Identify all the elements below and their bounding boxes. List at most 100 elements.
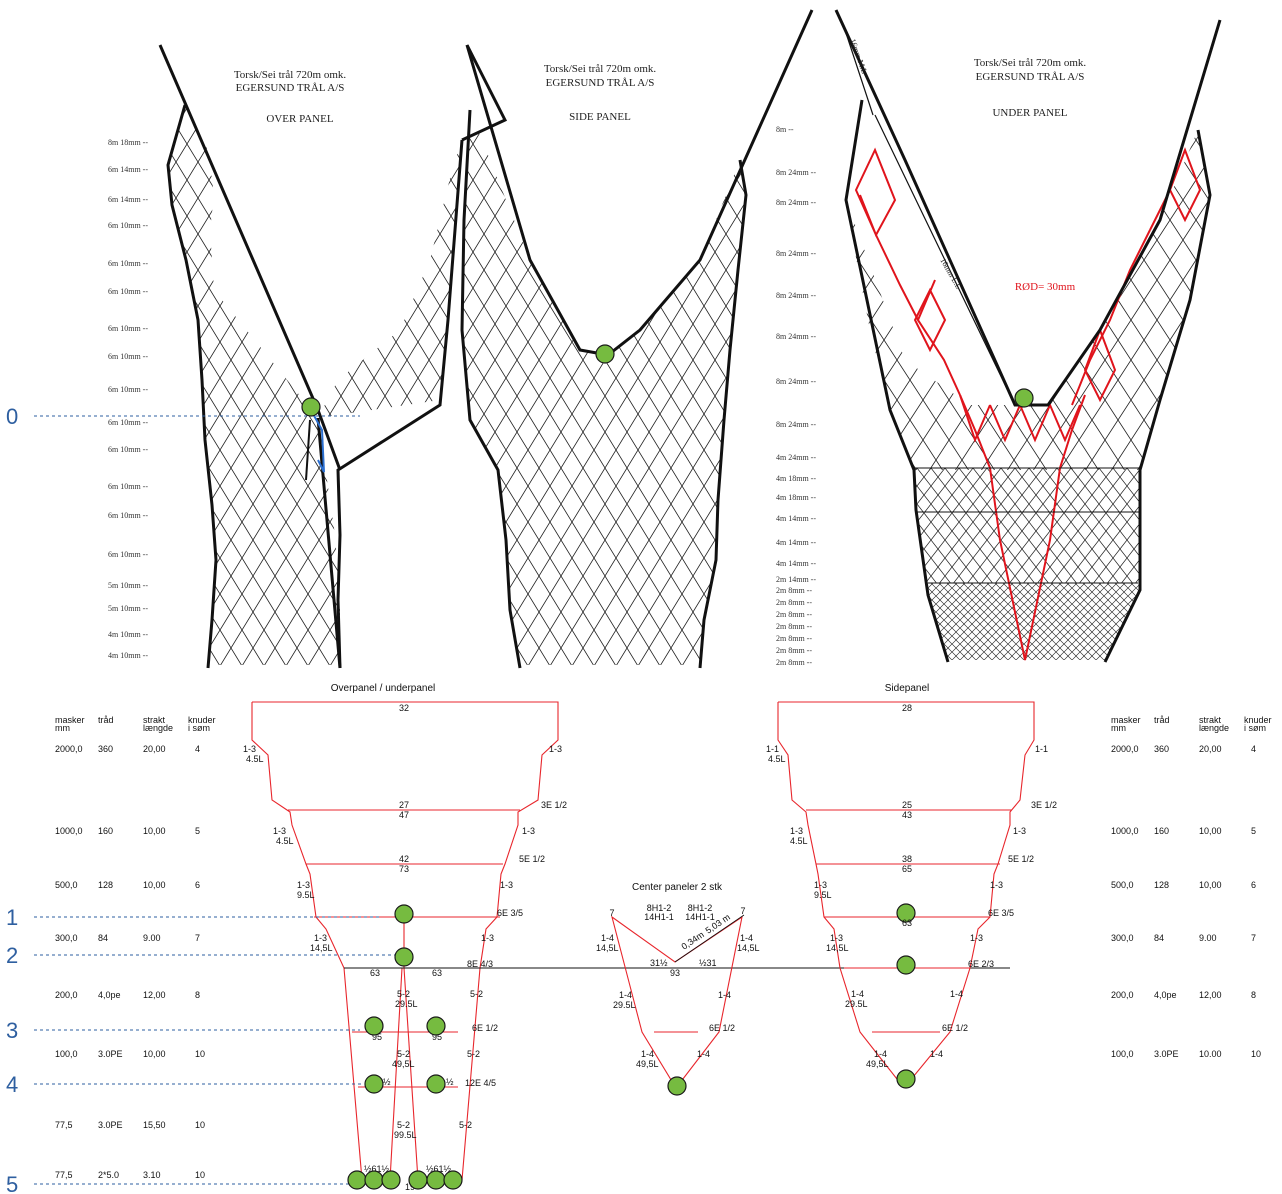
overpanel-label: 12E 4/5	[465, 1078, 496, 1088]
table-cell: 5	[1251, 826, 1256, 836]
overpanel-label: 4.5L	[276, 836, 294, 846]
overpanel-title: Overpanel / underpanel	[331, 683, 436, 694]
over-title-2: EGERSUND TRÅL A/S	[236, 82, 345, 94]
right-mesh-scale: 8m -- 8m 24mm -- 8m 24mm -- 8m 24mm -- 8m 24…	[776, 125, 816, 667]
table-cell: 15,50	[143, 1120, 166, 1130]
over-title-3: OVER PANEL	[266, 113, 333, 125]
left-scale-label: 4m 10mm --	[108, 651, 148, 660]
sidepanel-label: 1-1	[1035, 744, 1048, 754]
table-cell: 7	[195, 933, 200, 943]
center-panel-label: 8H1-2	[647, 903, 672, 913]
overpanel-label: 1-3	[297, 880, 310, 890]
overpanel-label: 5-2	[470, 989, 483, 999]
center-panel-pattern	[611, 914, 745, 1089]
left-scale-label: 8m 18mm --	[108, 138, 148, 147]
overpanel-label: 47	[399, 810, 409, 820]
table-cell: 77,5	[55, 1120, 73, 1130]
level-markers: 0 1 2 3 4 5	[6, 404, 400, 1194]
side-panel-drawing: Torsk/Sei trål 720m omk. EGERSUND TRÅL A…	[460, 9, 814, 669]
right-scale-label: 2m 8mm --	[776, 658, 812, 667]
green-marker	[364, 1074, 384, 1094]
table-cell: 360	[1154, 744, 1169, 754]
table-header-masker: masker	[55, 715, 85, 725]
green-marker	[381, 1170, 401, 1190]
green-marker	[426, 1170, 446, 1190]
overpanel-label: ½61½	[426, 1164, 452, 1174]
table-header-knuder: knuder	[188, 715, 216, 725]
green-marker	[443, 1170, 463, 1190]
table-cell: 10,00	[143, 826, 166, 836]
sidepanel-label: 1-3	[990, 880, 1003, 890]
overpanel-label: 42	[399, 854, 409, 864]
sidepanel-label: 1-4	[930, 1049, 943, 1059]
overpanel-label: 1-3	[243, 744, 256, 754]
left-scale-label: 6m 10mm --	[108, 418, 148, 427]
green-marker	[364, 1170, 384, 1190]
left-scale-label: 6m 10mm --	[108, 324, 148, 333]
table-cell: 10,00	[143, 880, 166, 890]
overpanel-label: 63	[370, 968, 380, 978]
table-cell: 12,00	[143, 990, 166, 1000]
sidepanel-label: 29.5L	[845, 999, 868, 1009]
overpanel-label: 6E 3/5	[497, 908, 523, 918]
sidepanel-label: 6E 2/3	[968, 959, 994, 969]
left-scale-label: 6m 10mm --	[108, 385, 148, 394]
green-marker	[896, 903, 916, 923]
sidepanel-label: 1-3	[970, 933, 983, 943]
overpanel-label: 1-3	[273, 826, 286, 836]
sidepanel-label: 38	[902, 854, 912, 864]
center-title: Center paneler 2 stk	[632, 882, 723, 893]
center-panel-label: 1-4	[601, 933, 614, 943]
table-cell: 3.0PE	[1154, 1049, 1179, 1059]
table-cell: 10	[1251, 1049, 1261, 1059]
sidepanel-label: 65	[902, 864, 912, 874]
sidepanel-label: 1-3	[830, 933, 843, 943]
table-cell: 3.0PE	[98, 1120, 123, 1130]
side-title-1: Torsk/Sei trål 720m omk.	[544, 63, 657, 75]
left-mesh-scale: 8m 18mm -- 6m 14mm -- 6m 14mm -- 6m 10mm --…	[108, 138, 148, 660]
sidepanel-title: Sidepanel	[885, 683, 929, 694]
side-title-2: EGERSUND TRÅL A/S	[546, 77, 655, 89]
table-cell: 10,00	[143, 1049, 166, 1059]
overpanel-label: 32	[399, 703, 409, 713]
table-cell: 2000,0	[55, 744, 83, 754]
table-cell: 200,0	[55, 990, 78, 1000]
right-scale-label: 4m 24mm --	[776, 453, 816, 462]
overpanel-label: 4.5L	[246, 754, 264, 764]
sidepanel-label: 1-3	[1013, 826, 1026, 836]
left-scale-label: 6m 10mm --	[108, 352, 148, 361]
right-scale-label: 8m 24mm --	[776, 291, 816, 300]
table-cell: 500,0	[1111, 880, 1134, 890]
green-marker	[394, 904, 414, 924]
center-panel-label: 14H1-1	[685, 912, 715, 922]
overpanel-label: 63	[432, 968, 442, 978]
table-cell: 160	[1154, 826, 1169, 836]
right-scale-label: 2m 8mm --	[776, 634, 812, 643]
table-cell: 10.00	[1199, 1049, 1222, 1059]
center-panel-label: 7	[609, 908, 614, 918]
level-label-1: 1	[6, 905, 18, 930]
center-panel-label: 31½	[650, 958, 668, 968]
overpanel-label: 95	[432, 1032, 442, 1042]
table-cell: 5	[195, 826, 200, 836]
left-scale-label: 6m 10mm --	[108, 259, 148, 268]
table-cell: 1000,0	[1111, 826, 1139, 836]
table-header-isom: i søm	[188, 723, 210, 733]
sidepanel-label: 49,5L	[866, 1059, 889, 1069]
left-scale-label: 6m 10mm --	[108, 511, 148, 520]
overpanel-label: 5-2	[397, 989, 410, 999]
overpanel-label: 73	[399, 864, 409, 874]
table-header-laengde: længde	[143, 723, 173, 733]
overpanel-label: ½61½	[364, 1164, 390, 1174]
level-label-4: 4	[6, 1072, 18, 1097]
overpanel-label: 29.5L	[395, 999, 418, 1009]
right-scale-label: 2m 14mm --	[776, 575, 816, 584]
table-cell: 2*5.0	[98, 1170, 119, 1180]
table-cell: 84	[98, 933, 108, 943]
table-header-masker: masker	[1111, 715, 1141, 725]
under-title-3: UNDER PANEL	[992, 107, 1067, 119]
overpanel-label: 19	[405, 1182, 415, 1192]
